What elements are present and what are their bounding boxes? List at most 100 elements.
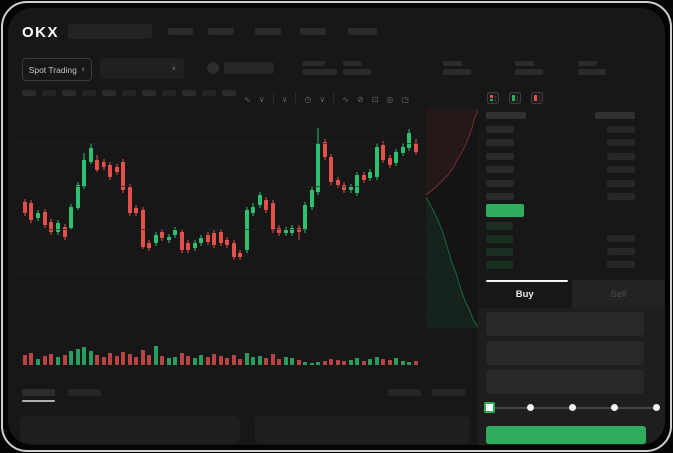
interval-chevron-icon[interactable]: ∨ <box>281 95 288 104</box>
ask-price-placeholder[interactable] <box>486 166 514 173</box>
bid-price-placeholder[interactable] <box>486 248 513 256</box>
nav-item-placeholder[interactable] <box>208 28 234 35</box>
bids-only-view-icon[interactable] <box>509 92 521 104</box>
nav-item-placeholder[interactable] <box>168 28 193 35</box>
ask-price-placeholder[interactable] <box>486 126 514 133</box>
trade-tabbar: Buy Sell <box>478 280 665 308</box>
ask-price-placeholder[interactable] <box>486 180 514 187</box>
bid-amount-placeholder[interactable] <box>607 248 635 255</box>
ask-amount-placeholder[interactable] <box>607 180 635 187</box>
toolbar-chip-placeholder[interactable] <box>202 90 216 96</box>
chart-style-icon[interactable]: ∿ <box>244 95 251 104</box>
ask-amount-placeholder[interactable] <box>607 139 635 146</box>
history-icon[interactable]: ◷ <box>304 95 312 104</box>
gridline <box>210 106 211 338</box>
sell-tab-label: Sell <box>610 288 627 300</box>
stat-value-placeholder <box>343 69 371 75</box>
asks-only-view-icon[interactable] <box>531 92 543 104</box>
slider-stop[interactable] <box>610 404 618 411</box>
ask-price-placeholder[interactable] <box>486 153 514 160</box>
bottom-action-placeholder[interactable] <box>432 389 466 396</box>
tab-sell[interactable]: Sell <box>571 280 665 308</box>
bid-price-placeholder[interactable] <box>486 235 513 243</box>
slider-stop[interactable] <box>652 404 660 411</box>
gridline <box>14 186 426 187</box>
candlestick-chart[interactable] <box>14 106 426 338</box>
nav-item-placeholder[interactable] <box>255 28 281 35</box>
toolbar-chip-placeholder[interactable] <box>82 90 96 96</box>
tab-buy[interactable]: Buy <box>478 280 572 308</box>
market-type-selector[interactable]: Spot Trading ∨ <box>22 58 92 81</box>
app-window: OKX Spot Trading ∨ ∨ ∿ ∨ ∨ ◷ ∨ ∿ ⊘ ⊡ ◎ ◳ <box>8 8 665 445</box>
volume-chart[interactable] <box>14 338 426 366</box>
nav-item-placeholder[interactable] <box>348 28 377 35</box>
chevron-down-icon: ∨ <box>171 66 176 72</box>
bid-price-placeholder[interactable] <box>486 261 513 269</box>
orderbook-amount-header-placeholder <box>595 112 635 119</box>
pair-name-placeholder <box>224 62 274 74</box>
total-input-placeholder[interactable] <box>486 370 644 394</box>
orders-table-placeholder <box>255 416 470 443</box>
active-tab-indicator <box>486 280 568 282</box>
ask-amount-placeholder[interactable] <box>607 153 635 160</box>
bottom-tab-placeholder[interactable] <box>68 389 101 396</box>
toolbar-chip-placeholder[interactable] <box>142 90 156 96</box>
combined-book-view-icon[interactable] <box>487 92 499 104</box>
slider-stop[interactable] <box>526 404 534 411</box>
gridline <box>14 229 426 230</box>
stat-label-placeholder <box>302 61 325 66</box>
toolbar-chip-placeholder[interactable] <box>102 90 116 96</box>
toolbar-divider <box>295 92 297 103</box>
toolbar-chip-placeholder[interactable] <box>22 90 36 96</box>
toolbar-chip-placeholder[interactable] <box>182 90 196 96</box>
ask-amount-placeholder[interactable] <box>607 166 635 173</box>
snapshot-icon[interactable]: ⊡ <box>371 95 379 104</box>
gridline <box>14 272 426 273</box>
bid-amount-placeholder[interactable] <box>607 261 635 268</box>
okx-logo[interactable]: OKX <box>22 24 60 41</box>
history-chevron-icon[interactable]: ∨ <box>319 95 326 104</box>
toolbar-chip-placeholder[interactable] <box>122 90 136 96</box>
toolbar-chip-placeholder[interactable] <box>62 90 76 96</box>
stat-value-placeholder <box>578 69 606 75</box>
nav-item-placeholder[interactable] <box>300 28 326 35</box>
amount-input-placeholder[interactable] <box>486 341 644 365</box>
ask-amount-placeholder[interactable] <box>607 193 635 200</box>
price-input-placeholder[interactable] <box>486 312 644 336</box>
stat-label-placeholder <box>343 61 362 66</box>
ask-price-placeholder[interactable] <box>486 139 514 146</box>
bid-amount-placeholder[interactable] <box>607 235 635 242</box>
depth-chart[interactable] <box>426 108 478 328</box>
toolbar-chip-placeholder[interactable] <box>162 90 176 96</box>
toolbar-divider <box>272 92 274 103</box>
market-type-label: Spot Trading <box>28 64 77 75</box>
strike-tool-icon[interactable]: ⊘ <box>356 95 364 104</box>
chart-style-chevron-icon[interactable]: ∨ <box>258 95 265 104</box>
slider-stop[interactable] <box>568 404 576 411</box>
chevron-down-icon: ∨ <box>80 67 86 73</box>
stat-value-placeholder <box>443 69 471 75</box>
stat-value-placeholder <box>515 69 543 75</box>
last-price-indicator[interactable] <box>486 204 524 217</box>
candles-layer <box>23 128 418 260</box>
wave-tool-icon[interactable]: ∿ <box>342 95 349 104</box>
pair-selector-dropdown[interactable]: ∨ <box>100 58 184 79</box>
bid-price-placeholder[interactable] <box>486 222 513 230</box>
toolbar-chip-placeholder[interactable] <box>222 90 236 96</box>
target-icon[interactable]: ◎ <box>386 95 394 104</box>
pair-icon-placeholder <box>207 62 219 74</box>
buy-button[interactable] <box>486 426 646 444</box>
ask-price-placeholder[interactable] <box>486 193 514 200</box>
orderbook-panel <box>482 92 664 272</box>
gridline <box>315 106 316 338</box>
bottom-tab-underline <box>22 400 55 402</box>
bottom-action-placeholder[interactable] <box>388 389 421 396</box>
fullscreen-icon[interactable]: ◳ <box>401 95 409 104</box>
toolbar-chip-placeholder[interactable] <box>42 90 56 96</box>
ask-amount-placeholder[interactable] <box>607 126 635 133</box>
slider-handle[interactable] <box>484 402 495 413</box>
nav-search-placeholder[interactable] <box>68 24 152 39</box>
chart-toolbar-icons: ∿ ∨ ∨ ◷ ∨ ∿ ⊘ ⊡ ◎ ◳ <box>240 89 413 104</box>
gridline <box>14 143 426 144</box>
bottom-tab-active-placeholder[interactable] <box>22 389 55 396</box>
